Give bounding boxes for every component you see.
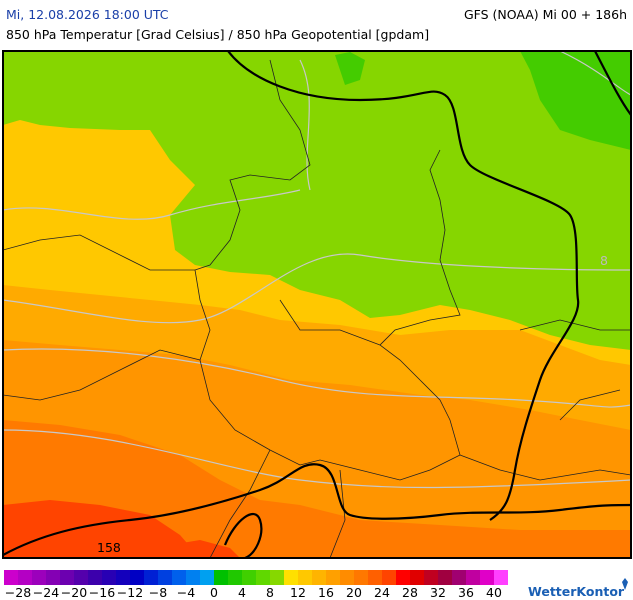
- colorbar-swatch: [466, 570, 480, 585]
- colorbar-swatch: [158, 570, 172, 585]
- colorbar-swatch: [270, 570, 284, 585]
- model-run: GFS (NOAA) Mi 00 + 186h: [464, 7, 627, 22]
- colorbar-swatch: [438, 570, 452, 585]
- colorbar-swatch: [298, 570, 312, 585]
- colorbar-swatch: [18, 570, 32, 585]
- colorbar-label: −16: [89, 585, 115, 600]
- map-frame: [2, 50, 632, 559]
- colorbar-swatch: [46, 570, 60, 585]
- colorbar-swatch: [396, 570, 410, 585]
- colorbar-label: 12: [290, 585, 306, 600]
- colorbar-label: −20: [61, 585, 87, 600]
- borders: [3, 59, 631, 558]
- colorbar-swatch: [144, 570, 158, 585]
- colorbar: −28 −24 −20 −16 −12 −8 −4 0 4 8 12 16 20 24 28 32 36 40: [4, 570, 508, 600]
- temp-band: [335, 51, 631, 150]
- colorbar-swatch: [88, 570, 102, 585]
- contour-label: 8: [600, 253, 608, 268]
- temp-band: [3, 500, 240, 558]
- colorbar-label: 24: [374, 585, 390, 600]
- colorbar-swatch: [60, 570, 74, 585]
- colorbar-swatch: [74, 570, 88, 585]
- geopotential-contours: [3, 51, 631, 558]
- colorbar-swatch: [256, 570, 270, 585]
- colorbar-label: 20: [346, 585, 362, 600]
- colorbar-swatch: [382, 570, 396, 585]
- colorbar-swatch: [32, 570, 46, 585]
- colorbar-label: 36: [458, 585, 474, 600]
- colorbar-swatch: [410, 570, 424, 585]
- colorbar-label: 16: [318, 585, 334, 600]
- colorbar-swatch: [172, 570, 186, 585]
- colorbar-swatch: [284, 570, 298, 585]
- colorbar-label: 40: [486, 585, 502, 600]
- subtitle: 850 hPa Temperatur [Grad Celsius] / 850 …: [6, 27, 429, 42]
- colorbar-swatch: [354, 570, 368, 585]
- colorbar-swatch: [4, 570, 18, 585]
- colorbar-swatch: [116, 570, 130, 585]
- colorbar-swatch: [480, 570, 494, 585]
- colorbar-label: 4: [238, 585, 246, 600]
- colorbar-swatch: [368, 570, 382, 585]
- colorbar-label: 28: [402, 585, 418, 600]
- temp-band: [3, 51, 631, 350]
- colorbar-swatch: [242, 570, 256, 585]
- colorbar-swatch: [200, 570, 214, 585]
- colorbar-label: −28: [5, 585, 31, 600]
- colorbar-swatch: [452, 570, 466, 585]
- colorbar-label: −24: [33, 585, 59, 600]
- logo: WetterKontor: [528, 584, 625, 599]
- colorbar-label: 8: [266, 585, 274, 600]
- colorbar-swatch: [340, 570, 354, 585]
- colorbar-swatch: [102, 570, 116, 585]
- colorbar-swatch: [130, 570, 144, 585]
- colorbar-label: −12: [117, 585, 143, 600]
- colorbar-swatch: [494, 570, 508, 585]
- colorbar-label: 32: [430, 585, 446, 600]
- logo-icon: [622, 578, 628, 590]
- datetime: Mi, 12.08.2026 18:00 UTC: [6, 7, 169, 22]
- colorbar-label: −4: [177, 585, 195, 600]
- colorbar-swatch: [326, 570, 340, 585]
- contour-label: 158: [97, 540, 121, 555]
- isotherms: [3, 51, 631, 489]
- colorbar-label: 0: [210, 585, 218, 600]
- colorbar-swatch: [424, 570, 438, 585]
- colorbar-swatch: [186, 570, 200, 585]
- map: 158 8: [2, 50, 632, 559]
- colorbar-swatch: [228, 570, 242, 585]
- colorbar-label: −8: [149, 585, 167, 600]
- colorbar-swatch: [312, 570, 326, 585]
- colorbar-swatch: [214, 570, 228, 585]
